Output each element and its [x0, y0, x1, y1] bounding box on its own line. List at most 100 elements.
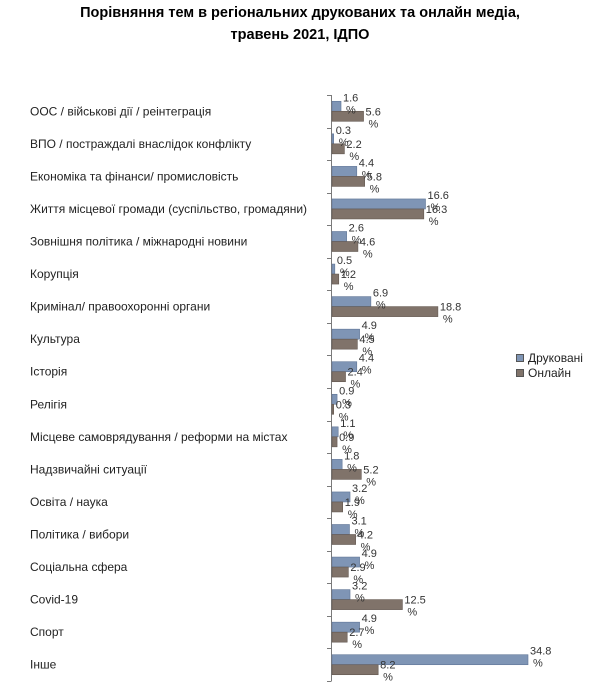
- bar-printed: [331, 100, 342, 112]
- value-label-unit: %: [346, 104, 356, 116]
- bar-printed: [331, 393, 338, 405]
- value-label-unit: %: [339, 411, 349, 423]
- bar-online: [331, 371, 346, 383]
- value-label-unit: %: [366, 476, 376, 488]
- value-label: 1.2: [341, 269, 356, 281]
- value-label-unit: %: [362, 346, 372, 358]
- bar-online: [331, 273, 340, 285]
- value-label-unit: %: [407, 607, 417, 619]
- bar-online: [331, 599, 403, 610]
- value-label: 1.6: [343, 92, 358, 104]
- category-label: Освіта / наука: [30, 495, 108, 509]
- category-label: Релігія: [30, 397, 67, 411]
- value-label: 2.2: [346, 139, 361, 151]
- value-label: 5.8: [367, 171, 382, 183]
- legend-item-printed: Друковані: [516, 350, 583, 365]
- bar-printed: [331, 263, 336, 275]
- chart-title-line-2: травень 2021, ІДПО: [230, 27, 370, 43]
- value-label: 1.1: [340, 418, 355, 430]
- value-label: 2.7: [349, 627, 364, 639]
- bars-layer: [331, 100, 529, 676]
- value-label: 3.2: [352, 483, 367, 495]
- bar-printed: [331, 231, 347, 242]
- category-label: Соціальна сфера: [30, 560, 128, 574]
- value-label: 0.9: [339, 432, 354, 444]
- legend: Друковані Онлайн: [516, 350, 583, 380]
- category-label: Інше: [30, 658, 57, 672]
- bar-online: [331, 176, 365, 187]
- value-label-unit: %: [362, 365, 372, 377]
- bar-online: [331, 208, 425, 220]
- value-label-unit: %: [383, 672, 393, 684]
- value-label-unit: %: [348, 509, 358, 521]
- legend-swatch-printed: [516, 353, 524, 362]
- value-label: 4.9: [362, 548, 377, 560]
- category-label: Місцеве самоврядування / реформи на міст…: [30, 430, 287, 444]
- value-label: 6.9: [373, 288, 388, 300]
- legend-item-online: Онлайн: [516, 365, 583, 380]
- value-label: 16.3: [426, 204, 447, 216]
- value-label: 0.5: [337, 255, 352, 267]
- bar-online: [331, 338, 358, 350]
- bar-printed: [331, 459, 343, 470]
- bar-printed: [331, 524, 350, 535]
- bar-printed: [331, 589, 351, 600]
- bar-printed: [331, 198, 426, 210]
- value-label: 4.4: [359, 157, 374, 169]
- value-label: 3.1: [351, 516, 366, 528]
- value-label-unit: %: [429, 216, 439, 228]
- value-label: 0.3: [336, 125, 351, 137]
- value-label: 4.9: [362, 320, 377, 332]
- bar-printed: [331, 654, 529, 666]
- value-label: 5.2: [363, 464, 378, 476]
- value-label-unit: %: [430, 202, 440, 214]
- bar-online: [331, 403, 334, 415]
- value-label-unit: %: [363, 249, 373, 261]
- value-label: 16.6: [427, 190, 448, 202]
- value-label: 0.3: [336, 399, 351, 411]
- value-label-unit: %: [376, 300, 386, 312]
- category-label: Історія: [30, 365, 67, 379]
- bar-online: [331, 534, 356, 545]
- bar-online: [331, 664, 379, 676]
- category-label: Кримінал/ правоохоронні органи: [30, 300, 210, 314]
- value-label-unit: %: [369, 118, 379, 130]
- bar-online: [331, 436, 338, 448]
- value-label-unit: %: [343, 430, 353, 442]
- value-label: 4.9: [362, 613, 377, 625]
- value-label: 1.8: [344, 450, 359, 462]
- value-label-unit: %: [344, 281, 354, 293]
- bar-online: [331, 566, 349, 578]
- value-label: 12.5: [404, 595, 425, 607]
- bar-online: [331, 469, 362, 480]
- value-label: 4.6: [360, 237, 375, 249]
- category-label: ООС / військові дії / реінтеграція: [30, 104, 211, 118]
- category-label: Корупція: [30, 267, 79, 281]
- value-label: 4.2: [358, 530, 373, 542]
- value-label-unit: %: [354, 528, 364, 540]
- bar-printed: [331, 133, 334, 145]
- axis-layer: [327, 95, 332, 682]
- value-label-unit: %: [342, 397, 352, 409]
- category-label: Зовнішня політика / міжнародні новини: [30, 235, 247, 249]
- value-label: 4.5: [359, 334, 374, 346]
- value-label: 0.9: [339, 385, 354, 397]
- value-label: 2.6: [349, 223, 364, 235]
- value-label-unit: %: [342, 444, 352, 456]
- value-label-unit: %: [370, 183, 380, 195]
- value-label-unit: %: [365, 625, 375, 637]
- chart-title-line-1: Порівняння тем в регіональних друкованих…: [80, 5, 520, 21]
- category-label: Спорт: [30, 625, 64, 639]
- value-label-unit: %: [362, 169, 372, 181]
- value-label-unit: %: [339, 137, 349, 149]
- value-label-unit: %: [533, 658, 543, 670]
- value-label: 8.2: [380, 660, 395, 672]
- value-label-unit: %: [352, 639, 362, 651]
- value-label: 2.9: [350, 562, 365, 574]
- category-label: ВПО / постраждалі внаслідок конфлікту: [30, 137, 251, 151]
- value-label-unit: %: [347, 462, 357, 474]
- value-label-unit: %: [365, 560, 375, 572]
- value-label-unit: %: [355, 593, 365, 605]
